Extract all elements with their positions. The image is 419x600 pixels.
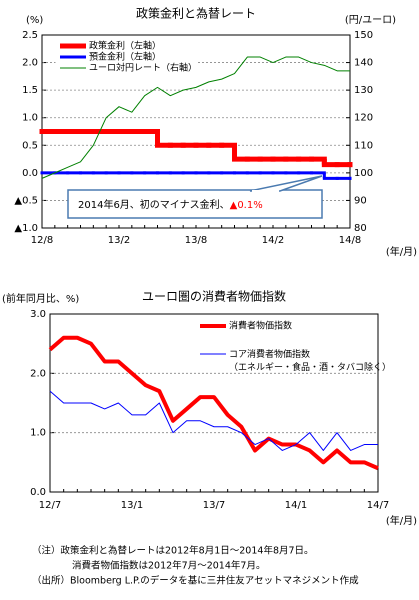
legend-label: 消費者物価指数 (229, 320, 292, 332)
y-tick-label: 1.0 (30, 428, 46, 439)
x-tick-label: 13/7 (203, 500, 225, 511)
y-tick-label: 1.5 (22, 85, 38, 96)
y2-tick-label: 100 (354, 168, 373, 179)
x-tick-label: 12/7 (39, 500, 61, 511)
y-tick-label: 2.0 (30, 368, 46, 379)
y2-tick-label: 150 (354, 30, 373, 41)
legend-label: 預金金利（左軸） (89, 51, 161, 63)
x-axis-label: (年/月) (386, 245, 417, 258)
y2-tick-label: 110 (354, 140, 373, 151)
legend-line: コア消費者物価指数 (229, 348, 310, 360)
y-tick-label: 0.0 (22, 168, 38, 179)
legend-label: ユーロ対円レート（右軸） (89, 62, 197, 74)
annotation: 2014年6月、初のマイナス金利、▲0.1% (78, 198, 263, 211)
note: （出所）Bloomberg L.P.のデータを基に三井住友アセットマネジメント作… (32, 575, 359, 587)
x-tick-label: 14/1 (285, 500, 307, 511)
y-tick-label: ▲1.0 (14, 223, 38, 234)
y2-tick-label: 90 (354, 195, 367, 206)
y2-axis-label: (円/ユーロ) (345, 15, 396, 26)
note: （注）政策金利と為替レートは2012年8月1日～2014年8月7日。 (32, 545, 314, 557)
y-tick-label: 0.0 (30, 487, 46, 498)
annotation-text: 2014年6月、初のマイナス金利、 (78, 198, 230, 211)
annotation-highlight: ▲0.1% (230, 200, 263, 211)
chart-title: 政策金利と為替レート (136, 6, 256, 21)
y-tick-label: 2.5 (22, 30, 38, 41)
plot-frame (49, 313, 379, 493)
y2-tick-label: 140 (354, 58, 373, 69)
x-axis-label: (年/月) (386, 514, 417, 527)
x-tick-label: 12/8 (31, 235, 53, 246)
x-tick-label: 14/8 (339, 235, 361, 246)
x-tick-label: 13/2 (108, 235, 130, 246)
series-line (41, 56, 350, 179)
y2-tick-label: 120 (354, 113, 373, 124)
chart-title: ユーロ圏の消費者物価指数 (142, 289, 286, 304)
note: 消費者物価指数は2012年7月～2014年7月。 (72, 560, 265, 572)
y-tick-label: 0.5 (22, 140, 38, 151)
legend-label: コア消費者物価指数（エネルギー・食品・酒・タバコ除く） (229, 348, 391, 373)
series-line (49, 390, 378, 451)
legend-label: 政策金利（左軸） (89, 40, 161, 52)
y2-tick-label: 80 (354, 223, 367, 234)
y2-tick-label: 130 (354, 85, 373, 96)
annotation-box (67, 189, 323, 219)
x-tick-label: 13/1 (121, 500, 143, 511)
y-tick-label: ▲0.5 (14, 195, 38, 206)
y-tick-label: 1.0 (22, 113, 38, 124)
y-axis-label: (%) (26, 15, 43, 26)
series-line (48, 335, 379, 471)
legend-line: （エネルギー・食品・酒・タバコ除く） (229, 361, 391, 373)
y-axis-label: (前年同月比、%) (2, 292, 79, 305)
x-tick-label: 13/8 (185, 235, 207, 246)
x-tick-label: 14/2 (262, 235, 284, 246)
y-tick-label: 2.0 (22, 58, 38, 69)
y-tick-label: 3.0 (30, 309, 46, 320)
x-tick-label: 14/7 (367, 500, 389, 511)
